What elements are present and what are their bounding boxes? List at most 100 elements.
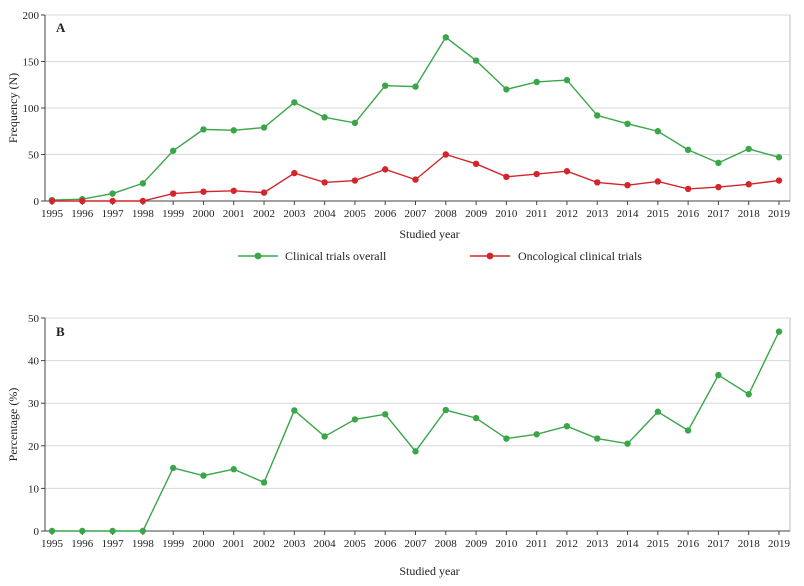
- data-point: [503, 435, 510, 442]
- data-point: [200, 126, 207, 133]
- y-tick-label: 100: [23, 103, 40, 115]
- data-point: [442, 406, 449, 414]
- x-tick-label: 2004: [314, 538, 337, 550]
- data-point: [745, 145, 752, 153]
- series-percentage: [48, 328, 783, 535]
- y-tick-label: 200: [23, 10, 40, 22]
- data-point: [79, 527, 86, 535]
- data-point: [563, 423, 571, 430]
- data-point: [624, 181, 631, 189]
- data-point: [775, 177, 783, 184]
- x-tick-label: 2010: [495, 208, 518, 220]
- x-tick-label: 1996: [71, 208, 94, 220]
- data-point: [321, 114, 328, 121]
- x-tick-label: 1997: [102, 208, 125, 220]
- data-point: [169, 147, 177, 154]
- data-point: [200, 472, 207, 479]
- x-tick-label: 2014: [617, 208, 640, 220]
- x-tick-label: 2014: [617, 538, 640, 550]
- x-tick-label: 2002: [253, 208, 275, 220]
- data-point: [412, 176, 419, 183]
- data-point: [684, 146, 692, 154]
- data-point: [109, 527, 116, 535]
- x-tick-label: 1997: [102, 538, 125, 550]
- y-tick-label: 50: [28, 150, 40, 162]
- data-point: [594, 179, 601, 186]
- data-point: [382, 82, 389, 89]
- x-tick-label: 2012: [556, 538, 578, 550]
- data-point: [745, 391, 752, 398]
- data-point: [624, 120, 631, 128]
- data-point: [291, 99, 298, 106]
- data-point: [594, 435, 601, 442]
- x-tick-label: 1999: [162, 538, 185, 550]
- x-tick-label: 2016: [677, 208, 700, 220]
- series-oncological-clinical-trials: [48, 151, 783, 205]
- data-point: [684, 427, 692, 434]
- series-line: [52, 331, 780, 532]
- x-tick-label: 2011: [526, 538, 548, 550]
- x-tick-label: 2004: [314, 208, 337, 220]
- data-point: [382, 411, 389, 418]
- x-tick-label: 1995: [41, 208, 64, 220]
- y-axis-title: Frequency (N): [6, 73, 20, 143]
- x-tick-label: 1996: [71, 538, 94, 550]
- x-tick-label: 2015: [647, 538, 670, 550]
- x-tick-label: 2009: [465, 538, 488, 550]
- x-tick-label: 2007: [405, 208, 428, 220]
- panel-a: 0 50 100 150 200 1995 1996 1997 1998 1999 2000 2001…: [6, 10, 791, 263]
- y-tick-label: 0: [34, 526, 40, 538]
- x-tick-label: 2002: [253, 538, 275, 550]
- data-point: [775, 154, 783, 161]
- y-axis-title: Percentage (%): [6, 388, 20, 462]
- data-point: [230, 187, 237, 194]
- x-tick-label: 2003: [283, 538, 306, 550]
- x-tick-label: 1998: [132, 208, 155, 220]
- panel-label: A: [56, 20, 66, 35]
- panel-b: 0 10 20 30 40 50 1995 1996 1997 1998 1999 2000 2001 2…: [6, 313, 791, 578]
- x-tick-label: 2000: [192, 538, 215, 550]
- x-tick-label: 2017: [707, 538, 730, 550]
- data-point: [321, 433, 328, 440]
- data-point: [260, 479, 268, 486]
- data-point: [715, 183, 722, 191]
- data-point: [442, 34, 449, 41]
- legend-label: Oncological clinical trials: [518, 249, 642, 263]
- data-point: [382, 166, 389, 173]
- data-point: [79, 197, 86, 205]
- data-point: [48, 527, 56, 535]
- data-point: [684, 185, 692, 193]
- data-point: [654, 128, 662, 135]
- data-point: [412, 448, 419, 455]
- y-tick-label: 50: [28, 313, 40, 325]
- x-tick-label: 2006: [374, 538, 397, 550]
- data-point: [472, 160, 480, 167]
- data-point: [169, 464, 177, 472]
- y-tick-label: 150: [23, 57, 40, 69]
- data-point: [260, 124, 268, 131]
- data-point: [715, 159, 722, 167]
- data-point: [594, 112, 601, 119]
- data-point: [260, 189, 268, 196]
- data-point: [139, 197, 147, 205]
- data-point: [503, 86, 510, 93]
- data-point: [472, 414, 480, 422]
- legend: Clinical trials overall Oncological clini…: [238, 249, 642, 263]
- data-point: [109, 190, 116, 197]
- x-tick-label: 2001: [223, 538, 245, 550]
- data-point: [109, 197, 116, 205]
- x-tick-label: 2018: [738, 208, 761, 220]
- x-tick-label: 2000: [192, 208, 215, 220]
- data-point: [533, 170, 540, 178]
- x-tick-label: 2001: [223, 208, 245, 220]
- y-tick-label: 20: [28, 441, 40, 453]
- data-point: [533, 431, 540, 438]
- x-tick-label: 2006: [374, 208, 397, 220]
- legend-marker: [254, 252, 262, 260]
- panel-label: B: [56, 324, 65, 339]
- x-tick-label: 2017: [707, 208, 730, 220]
- data-point: [654, 178, 662, 185]
- x-tick-label: 2005: [344, 538, 367, 550]
